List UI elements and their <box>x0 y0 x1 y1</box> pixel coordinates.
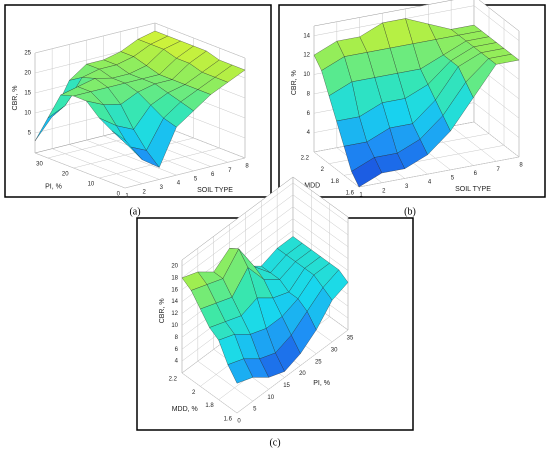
z-axis-title: CBR, % <box>12 86 19 111</box>
x-tick-label: 8 <box>245 164 249 170</box>
grid-line <box>358 156 520 188</box>
panel-frame <box>278 4 546 198</box>
x-tick-label: 4 <box>428 180 432 186</box>
x-tick-label: 1 <box>359 193 363 199</box>
surface-cell <box>111 130 143 160</box>
y-tick-label: 2.2 <box>169 377 178 383</box>
y-axis-title: MDD <box>304 183 320 190</box>
x-tick-label: 30 <box>331 347 338 353</box>
x-tick-label: 35 <box>347 336 354 342</box>
z-tick-label: 10 <box>171 323 178 329</box>
z-tick-label: 20 <box>171 264 178 270</box>
z-tick-label: 12 <box>303 53 310 59</box>
x-tick-label: 1 <box>125 194 129 200</box>
z-tick-label: 8 <box>307 91 311 97</box>
x-tick-label: 6 <box>474 171 478 177</box>
surface-cell <box>351 157 383 188</box>
grid-line <box>450 126 497 162</box>
x-tick-label: 15 <box>283 383 290 389</box>
panel-label: (c) <box>269 437 280 448</box>
panel-label: (b) <box>404 206 416 217</box>
y-tick-label: 1.8 <box>331 179 340 185</box>
x-tick-label: 8 <box>519 163 523 169</box>
x-tick-label: 25 <box>315 359 322 365</box>
z-tick-label: 25 <box>24 51 31 57</box>
z-tick-label: 20 <box>24 71 31 77</box>
z-tick-label: 12 <box>171 311 178 317</box>
y-tick-label: 2.2 <box>301 156 310 162</box>
z-tick-label: 8 <box>175 335 179 341</box>
x-tick-label: 20 <box>299 371 306 377</box>
grid-line <box>313 151 360 188</box>
grid-line <box>73 137 194 169</box>
x-tick-label: 5 <box>253 407 257 413</box>
z-tick-label: 6 <box>307 111 311 117</box>
grid-line <box>181 372 238 414</box>
y-axis-title: PI, % <box>45 184 62 191</box>
grid-line <box>292 218 349 259</box>
y-tick-label: 1.8 <box>205 403 214 409</box>
grid-line <box>34 152 126 189</box>
grid-line <box>473 5 520 41</box>
x-tick-label: 0 <box>237 419 241 425</box>
x-tick-label: 5 <box>451 175 455 181</box>
grid-line <box>34 22 156 54</box>
x-tick-label: 7 <box>496 167 500 173</box>
grid-line <box>292 194 349 236</box>
grid-line <box>181 194 294 279</box>
y-tick-label: 1.6 <box>346 191 355 197</box>
z-axis-title: CBR, % <box>159 298 166 323</box>
grid-line <box>473 102 520 138</box>
z-tick-label: 15 <box>24 91 31 97</box>
panel-frame <box>4 4 272 198</box>
z-tick-label: 14 <box>303 33 310 39</box>
z-tick-label: 4 <box>307 130 311 136</box>
x-tick-label: 2 <box>142 189 146 195</box>
panel-label: (a) <box>129 206 140 217</box>
x-tick-label: 7 <box>228 168 232 174</box>
z-tick-label: 5 <box>28 131 32 137</box>
grid-line <box>292 182 349 224</box>
y-tick-label: 20 <box>62 172 69 178</box>
y-axis-title: MDD, % <box>172 406 198 413</box>
grid-line <box>236 329 349 414</box>
grid-line <box>154 22 246 59</box>
x-tick-label: 6 <box>211 172 215 178</box>
z-tick-label: 16 <box>171 287 178 293</box>
z-tick-label: 4 <box>175 359 179 365</box>
x-tick-label: 5 <box>194 176 198 182</box>
x-axis-title: SOIL TYPE <box>455 186 491 193</box>
grid-line <box>473 121 520 158</box>
z-tick-label: 14 <box>171 299 178 305</box>
grid-line <box>52 148 143 184</box>
y-tick-label: 0 <box>117 192 121 198</box>
y-tick-label: 2 <box>321 167 325 173</box>
y-tick-label: 10 <box>88 182 95 188</box>
z-tick-label: 6 <box>175 347 179 353</box>
z-tick-label: 18 <box>171 275 178 281</box>
y-tick-label: 30 <box>36 162 43 168</box>
x-tick-label: 2 <box>382 188 386 194</box>
x-tick-label: 3 <box>160 185 164 191</box>
grid-line <box>473 83 520 119</box>
grid-line <box>86 139 177 176</box>
grid-line <box>292 230 349 271</box>
z-tick-label: 10 <box>24 111 31 117</box>
grid-line <box>124 157 246 189</box>
grid-line <box>69 144 160 180</box>
z-tick-label: 10 <box>303 72 310 78</box>
y-tick-label: 1.6 <box>224 417 233 423</box>
grid-line <box>181 182 294 267</box>
surface-cell <box>227 358 254 384</box>
y-tick-label: 2 <box>192 390 196 396</box>
grid-line <box>292 206 349 247</box>
x-tick-label: 10 <box>267 395 274 401</box>
x-tick-label: 3 <box>405 184 409 190</box>
z-axis-title: CBR, % <box>291 70 298 95</box>
x-axis-title: PI, % <box>313 380 330 387</box>
x-axis-title: SOIL TYPE <box>197 187 233 194</box>
grid-line <box>197 360 254 402</box>
x-tick-label: 4 <box>177 181 181 187</box>
